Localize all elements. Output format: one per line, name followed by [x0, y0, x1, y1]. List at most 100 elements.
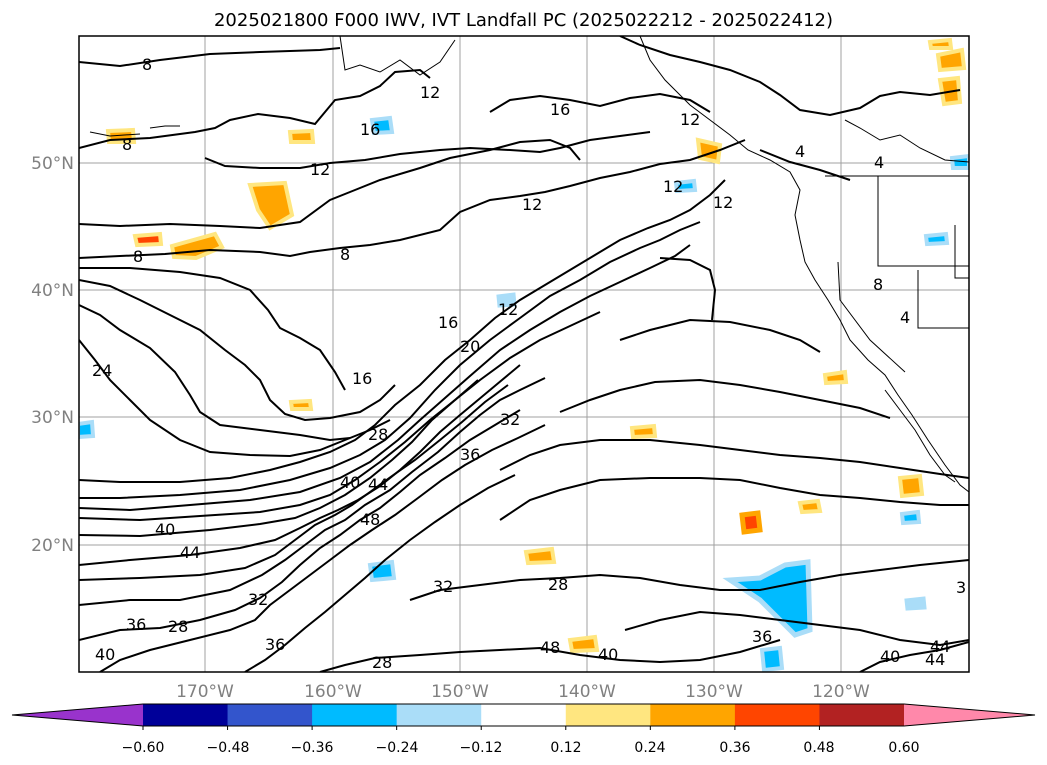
- contour-label: 44: [925, 650, 945, 669]
- contour-label: 8: [142, 55, 152, 74]
- lat-tick-label: 50°N: [31, 154, 74, 174]
- patch-blue: [759, 645, 785, 672]
- lon-tick-label: 120°W: [812, 682, 870, 702]
- contour-label: 36: [752, 627, 772, 646]
- contour-line: [489, 92, 711, 113]
- patch-orange: [927, 37, 954, 50]
- colorbar-tick-label: 0.12: [550, 740, 581, 756]
- contour-line: [79, 304, 351, 442]
- contour-label: 8: [873, 275, 883, 294]
- patch-orange: [797, 498, 823, 515]
- lon-tick-label: 130°W: [685, 682, 743, 702]
- contour-label: 40: [598, 645, 618, 664]
- contour-line: [409, 559, 969, 601]
- contour-label: 16: [438, 313, 458, 332]
- patch-orange: [247, 180, 295, 231]
- patch-blue: [722, 559, 813, 638]
- coastline-canada: [844, 119, 969, 163]
- contour-line: [204, 131, 651, 169]
- lat-tick-label: 40°N: [31, 281, 74, 301]
- patch-blue: [923, 231, 950, 247]
- contour-line: [79, 379, 479, 538]
- patch-red: [739, 510, 763, 535]
- patch-lightblue: [496, 292, 517, 308]
- contour-label: 28: [368, 425, 388, 444]
- contour-label: 8: [340, 245, 350, 264]
- coastline-na-west: [639, 36, 969, 493]
- contour-line: [79, 311, 601, 522]
- patch-orange: [523, 546, 557, 566]
- shaded-patches: [79, 37, 969, 672]
- contour-line: [499, 439, 969, 479]
- contour-label: 48: [360, 510, 380, 529]
- contour-label: 44: [180, 543, 200, 562]
- colorbar: [11, 703, 1036, 730]
- contour-label: 12: [663, 177, 683, 196]
- contour-label: 12: [713, 193, 733, 212]
- contour-line: [79, 244, 691, 512]
- contour-line: [499, 477, 969, 521]
- contour-label: 28: [168, 617, 188, 636]
- contour-label: 20: [460, 337, 480, 356]
- contour-label: 44: [930, 637, 950, 656]
- contour-label: 12: [522, 195, 542, 214]
- lon-tick-label: 170°W: [176, 682, 234, 702]
- lat-axis: 50°N 40°N 30°N 20°N: [31, 154, 74, 556]
- coastline-aleutian: [89, 131, 141, 137]
- colorbar-segment: [904, 704, 1035, 726]
- colorbar-tick-label: −0.24: [376, 740, 419, 756]
- contour-label: 8: [133, 247, 143, 266]
- contour-label: 32: [500, 410, 520, 429]
- contour-label: 28: [548, 575, 568, 594]
- lat-tick-label: 30°N: [31, 408, 74, 428]
- contour-line: [624, 610, 969, 647]
- contour-line: [79, 267, 346, 391]
- colorbar-tick-label: 0.60: [888, 740, 919, 756]
- contour-line: [79, 221, 701, 499]
- contour-line: [559, 378, 891, 419]
- patch-blue: [673, 178, 698, 194]
- colorbar-tick-label: −0.48: [207, 740, 250, 756]
- contour-line: [79, 279, 396, 422]
- patch-blue: [369, 115, 395, 136]
- contour-label: 40: [155, 520, 175, 539]
- colorbar-tick-label: 0.48: [803, 740, 834, 756]
- contour-label: 8: [122, 135, 132, 154]
- contour-label: 44: [368, 475, 388, 494]
- contour-label: 28: [372, 653, 392, 672]
- patch-orange: [288, 398, 314, 411]
- border-state: [877, 176, 969, 267]
- contour-line: [319, 639, 781, 672]
- coastline-aleutian: [149, 125, 180, 129]
- contour-line: [79, 139, 746, 259]
- contour-label: 4: [795, 142, 805, 161]
- colorbar-segment: [481, 704, 567, 726]
- contour-label: 24: [92, 361, 112, 380]
- contour-label: 36: [126, 615, 146, 634]
- patch-blue: [367, 559, 397, 583]
- colorbar-segment: [12, 704, 143, 726]
- colorbar-segment: [396, 704, 482, 726]
- colorbar-tick-label: −0.60: [122, 740, 165, 756]
- border-state: [837, 261, 906, 373]
- patch-orange: [567, 634, 600, 654]
- contour-line: [79, 377, 546, 606]
- patch-blue: [79, 419, 96, 439]
- contour-label: 12: [310, 160, 330, 179]
- colorbar-tick-label: 0.36: [719, 740, 750, 756]
- patch-red: [132, 231, 164, 248]
- colorbar-segment: [734, 704, 820, 726]
- contour-label: 16: [550, 100, 570, 119]
- contour-label: 32: [248, 590, 268, 609]
- contour-line: [619, 36, 961, 117]
- lon-tick-label: 160°W: [304, 682, 362, 702]
- contour-label: 12: [680, 110, 700, 129]
- contour-line: [759, 149, 851, 181]
- contour-line: [79, 409, 521, 641]
- contour-line: [859, 641, 969, 672]
- contour-line: [244, 474, 516, 672]
- coastline-alaska: [339, 36, 456, 76]
- contour-labels: 8 12 16 12 8 12 16 8 12 4 4 12 8 24 16 1…: [92, 55, 966, 672]
- contour-line: [79, 339, 391, 458]
